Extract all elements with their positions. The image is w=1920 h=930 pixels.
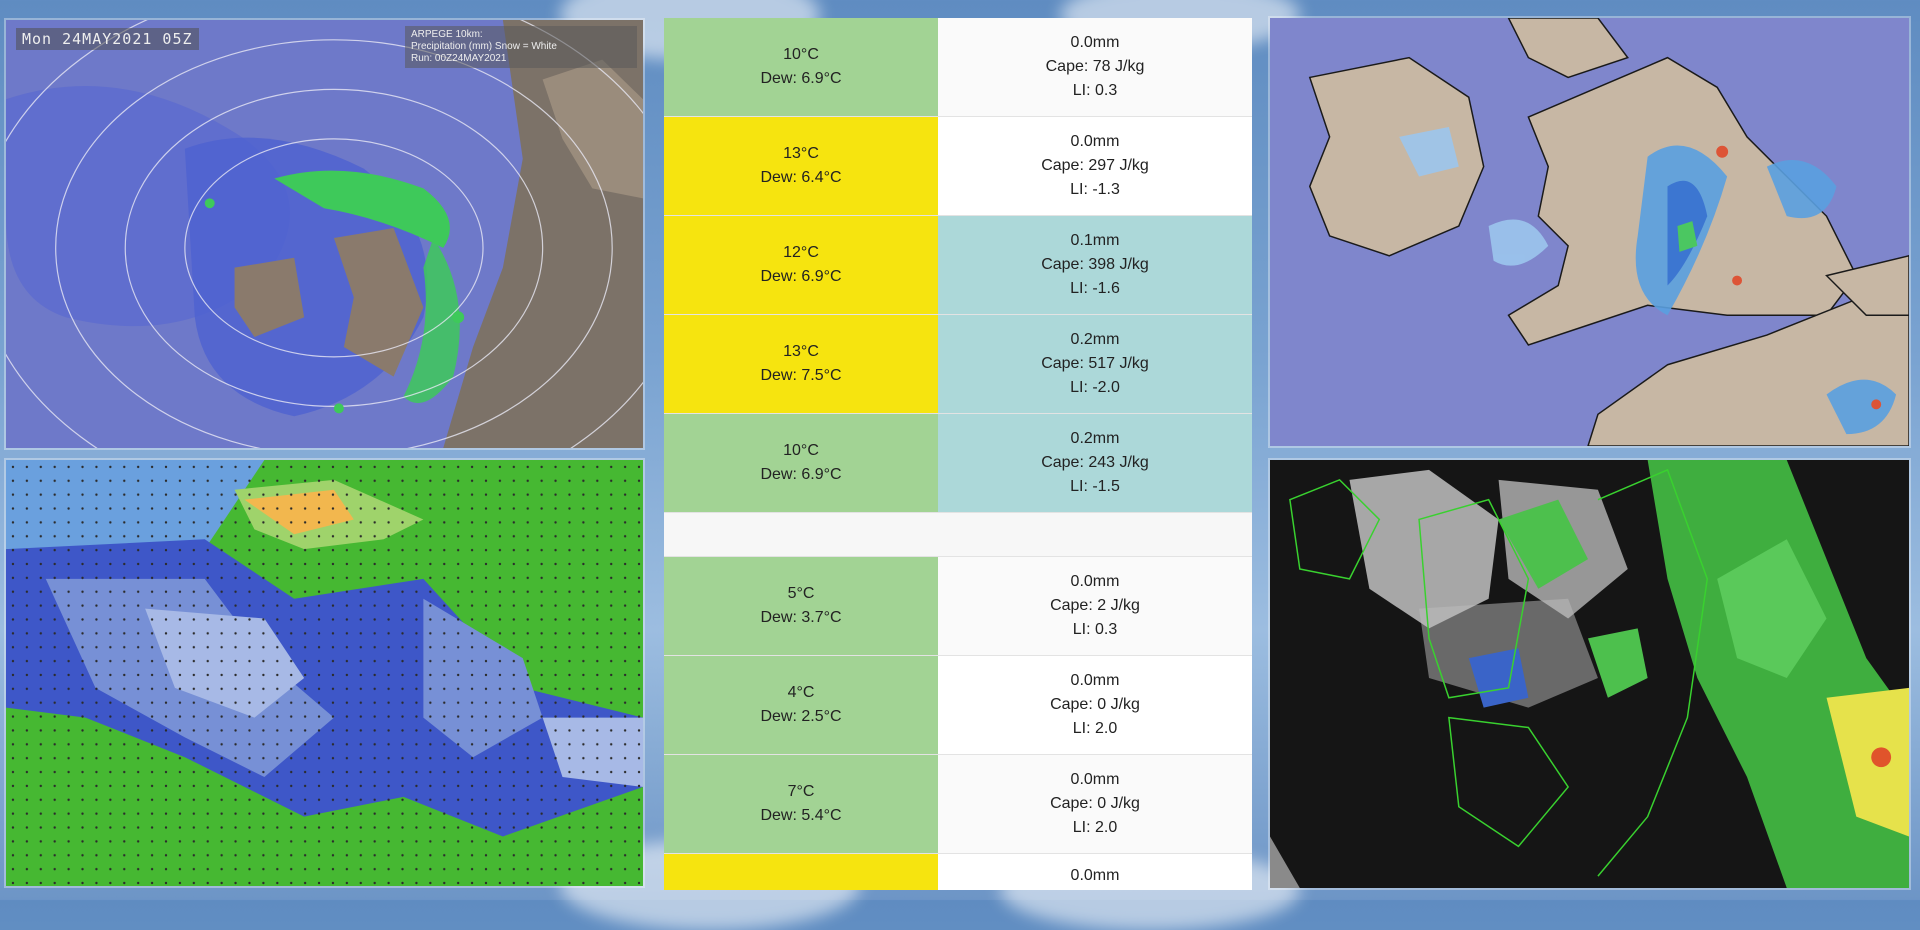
arpege-legend-variable: Precipitation (mm) Snow = White xyxy=(411,41,557,52)
temperature-value: 12°C xyxy=(783,244,819,261)
lifted-index-value: LI: 0.3 xyxy=(1072,621,1118,638)
precip-cell: 0.0mm Cape: 78 J/kg LI: 0.3 xyxy=(938,18,1252,116)
satellite-map-graphic xyxy=(1270,460,1909,888)
precip-cell: 0.1mm Cape: 398 J/kg LI: -1.6 xyxy=(938,216,1252,314)
forecast-row: 5°C Dew: 3.7°C 0.0mm Cape: 2 J/kg LI: 0.… xyxy=(664,557,1252,656)
temperature-value: 10°C xyxy=(783,46,819,63)
forecast-row: 13°C Dew: 7.5°C 0.2mm Cape: 517 J/kg LI:… xyxy=(664,315,1252,414)
cape-value: Cape: 78 J/kg xyxy=(1045,58,1145,75)
temperature-cell: 13°C Dew: 6.4°C xyxy=(664,117,938,215)
lifted-index-value: LI: 2.0 xyxy=(1072,720,1118,737)
cape-value: Cape: 0 J/kg xyxy=(1050,795,1140,812)
precip-cell: 0.2mm Cape: 243 J/kg LI: -1.5 xyxy=(938,414,1252,512)
arpege-timestamp: Mon 24MAY2021 05Z xyxy=(16,28,199,50)
temperature-cell: 12°C Dew: 6.9°C xyxy=(664,216,938,314)
cape-value: Cape: 517 J/kg xyxy=(1041,355,1149,372)
precip-value: 0.1mm xyxy=(1070,232,1120,249)
forecast-row: 4°C Dew: 2.5°C 0.0mm Cape: 0 J/kg LI: 2.… xyxy=(664,656,1252,755)
temperature-cell: 4°C Dew: 2.5°C xyxy=(664,656,938,754)
temperature-cell: 7°C Dew: 5.4°C xyxy=(664,755,938,853)
precip-value: 0.0mm xyxy=(1070,771,1120,788)
temperature-cell: 13°C Dew: 7.5°C xyxy=(664,315,938,413)
precip-value: 0.0mm xyxy=(1070,573,1120,590)
temperature-cell: 10°C Dew: 6.9°C xyxy=(664,18,938,116)
dewpoint-value: Dew: 6.9°C xyxy=(760,70,842,87)
lifted-index-value: LI: 0.3 xyxy=(1072,82,1118,99)
precip-cell: 0.0mm Cape: 2 J/kg LI: 0.3 xyxy=(938,557,1252,655)
forecast-row: 10°C Dew: 6.9°C 0.0mm Cape: 78 J/kg LI: … xyxy=(664,18,1252,117)
temperature-value: 13°C xyxy=(783,145,819,162)
temperature-value: 4°C xyxy=(787,684,815,701)
precip-value: 0.0mm xyxy=(1070,34,1120,51)
lifted-index-value: LI: -1.6 xyxy=(1070,280,1120,297)
day-separator xyxy=(664,513,1252,557)
dewpoint-value: Dew: 3.7°C xyxy=(760,609,842,626)
satellite-radar-map[interactable] xyxy=(1268,458,1911,890)
cape-value: Cape: 297 J/kg xyxy=(1041,157,1149,174)
temperature-cell xyxy=(664,854,938,890)
forecast-row: 7°C Dew: 5.4°C 0.0mm Cape: 0 J/kg LI: 2.… xyxy=(664,755,1252,854)
precip-cell: 0.0mm Cape: 297 J/kg LI: -1.3 xyxy=(938,117,1252,215)
arpege-legend-run: Run: 00Z24MAY2021 xyxy=(411,53,507,64)
lifted-index-value: LI: -1.3 xyxy=(1070,181,1120,198)
precip-cell: 0.2mm Cape: 517 J/kg LI: -2.0 xyxy=(938,315,1252,413)
precip-cell: 0.0mm Cape: 0 J/kg LI: 2.0 xyxy=(938,656,1252,754)
cape-value: Cape: 2 J/kg xyxy=(1050,597,1140,614)
precip-value: 0.0mm xyxy=(1070,133,1120,150)
temperature-value: 7°C xyxy=(787,783,815,800)
temperature-value: 10°C xyxy=(783,442,819,459)
forecast-table: 10°C Dew: 6.9°C 0.0mm Cape: 78 J/kg LI: … xyxy=(664,18,1252,890)
arpege-map-graphic xyxy=(6,20,643,448)
precip-value: 0.2mm xyxy=(1070,331,1120,348)
precip-value: 0.0mm xyxy=(1070,867,1120,884)
temperature-value: 13°C xyxy=(783,343,819,360)
temperature-cell: 5°C Dew: 3.7°C xyxy=(664,557,938,655)
dewpoint-value: Dew: 6.9°C xyxy=(760,466,842,483)
forecast-row: 12°C Dew: 6.9°C 0.1mm Cape: 398 J/kg LI:… xyxy=(664,216,1252,315)
wind-map-graphic xyxy=(6,460,643,886)
temperature-value: 5°C xyxy=(787,585,815,602)
forecast-row: 0.0mm xyxy=(664,854,1252,890)
cape-value: Cape: 398 J/kg xyxy=(1041,256,1149,273)
precip-cell: 0.0mm xyxy=(938,854,1252,890)
forecast-row: 10°C Dew: 6.9°C 0.2mm Cape: 243 J/kg LI:… xyxy=(664,414,1252,513)
cape-value: Cape: 243 J/kg xyxy=(1041,454,1149,471)
dewpoint-value: Dew: 6.4°C xyxy=(760,169,842,186)
temperature-cell: 10°C Dew: 6.9°C xyxy=(664,414,938,512)
dewpoint-value: Dew: 2.5°C xyxy=(760,708,842,725)
dewpoint-value: Dew: 7.5°C xyxy=(760,367,842,384)
uk-map-graphic xyxy=(1270,18,1909,446)
uk-precipitation-map[interactable] xyxy=(1268,16,1911,448)
cape-value: Cape: 0 J/kg xyxy=(1050,696,1140,713)
lifted-index-value: LI: 2.0 xyxy=(1072,819,1118,836)
precip-value: 0.0mm xyxy=(1070,672,1120,689)
lifted-index-value: LI: -2.0 xyxy=(1070,379,1120,396)
arpege-legend-model: ARPEGE 10km: xyxy=(411,29,483,40)
dewpoint-value: Dew: 5.4°C xyxy=(760,807,842,824)
dewpoint-value: Dew: 6.9°C xyxy=(760,268,842,285)
arpege-precipitation-map[interactable]: Mon 24MAY2021 05Z ARPEGE 10km: Precipita… xyxy=(4,18,645,450)
arpege-legend: ARPEGE 10km: Precipitation (mm) Snow = W… xyxy=(405,26,637,68)
precip-cell: 0.0mm Cape: 0 J/kg LI: 2.0 xyxy=(938,755,1252,853)
precip-value: 0.2mm xyxy=(1070,430,1120,447)
forecast-row: 13°C Dew: 6.4°C 0.0mm Cape: 297 J/kg LI:… xyxy=(664,117,1252,216)
lifted-index-value: LI: -1.5 xyxy=(1070,478,1120,495)
wind-gust-map[interactable] xyxy=(4,458,645,888)
